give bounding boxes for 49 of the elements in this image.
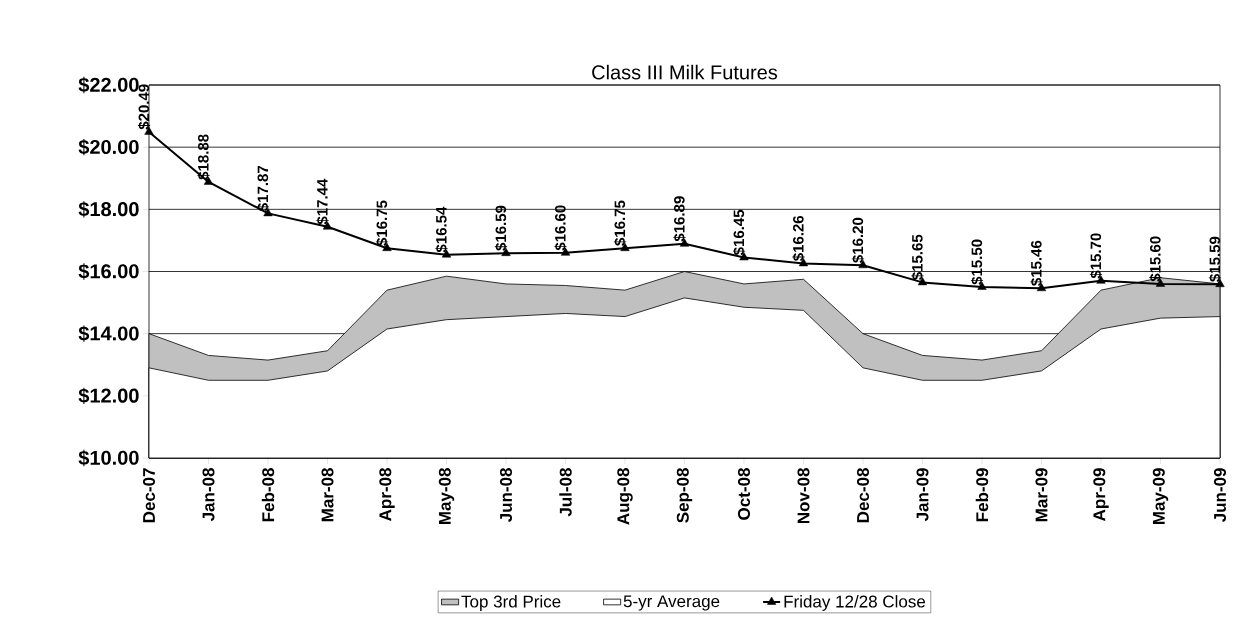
legend-label: Top 3rd Price	[461, 595, 561, 611]
x-tick-label: Dec-08	[856, 468, 870, 523]
legend-label: 5-yr Average	[623, 595, 720, 611]
data-label: $15.65	[911, 234, 924, 280]
data-label: $16.75	[375, 200, 389, 246]
data-label: $15.60	[1149, 236, 1162, 282]
x-tick-label: Mar-09	[1035, 468, 1048, 522]
data-label: $16.89	[673, 196, 686, 242]
data-label: $15.46	[1030, 240, 1043, 286]
y-tick-label: $10.00	[78, 449, 139, 467]
x-tick-label: Feb-09	[975, 468, 989, 522]
x-tick-label: Apr-08	[379, 468, 395, 521]
y-tick-label: $14.00	[78, 325, 139, 342]
data-label: $17.87	[256, 165, 270, 211]
y-tick-label: $20.00	[78, 139, 139, 156]
data-label: $16.54	[435, 206, 448, 253]
x-tick-label: Jun-09	[1213, 468, 1227, 523]
data-label: $16.20	[851, 217, 865, 263]
data-label: $16.26	[792, 215, 805, 262]
data-label: $16.59	[494, 205, 508, 251]
y-tick-label: $16.00	[78, 263, 139, 280]
data-label: $15.70	[1089, 233, 1103, 279]
chart-title: Class III Milk Futures	[592, 64, 778, 80]
y-tick-label: $18.00	[78, 201, 139, 218]
x-tick-label: Jun-08	[499, 468, 513, 523]
data-label: $16.45	[732, 209, 746, 256]
y-tick-label: $22.00	[78, 76, 139, 94]
x-tick-label: Jul-08	[559, 468, 572, 517]
x-tick-label: Jan-08	[202, 468, 215, 522]
x-tick-label: Apr-09	[1093, 468, 1109, 521]
data-label: $18.88	[197, 134, 210, 180]
x-tick-label: Feb-08	[261, 468, 275, 522]
x-tick-label: Jan-09	[916, 468, 929, 522]
x-tick-label: Oct-08	[737, 468, 751, 520]
x-tick-label: Aug-08	[617, 468, 633, 525]
x-tick-label: May-08	[438, 468, 455, 525]
x-tick-label: Sep-08	[676, 468, 693, 523]
data-label: $20.49	[137, 84, 151, 130]
data-label: $17.44	[316, 178, 329, 225]
data-label: $15.50	[970, 239, 984, 285]
x-tick-label: Mar-08	[321, 468, 334, 522]
data-label: $16.60	[554, 205, 567, 251]
legend-label: Friday 12/28 Close	[784, 595, 926, 611]
x-tick-label: Nov-08	[797, 468, 810, 524]
x-tick-label: Dec-07	[142, 468, 156, 523]
y-tick-label: $12.00	[78, 387, 139, 404]
data-label: $16.75	[613, 200, 627, 246]
x-tick-label: May-09	[1152, 468, 1169, 525]
data-label: $15.59	[1208, 236, 1222, 282]
